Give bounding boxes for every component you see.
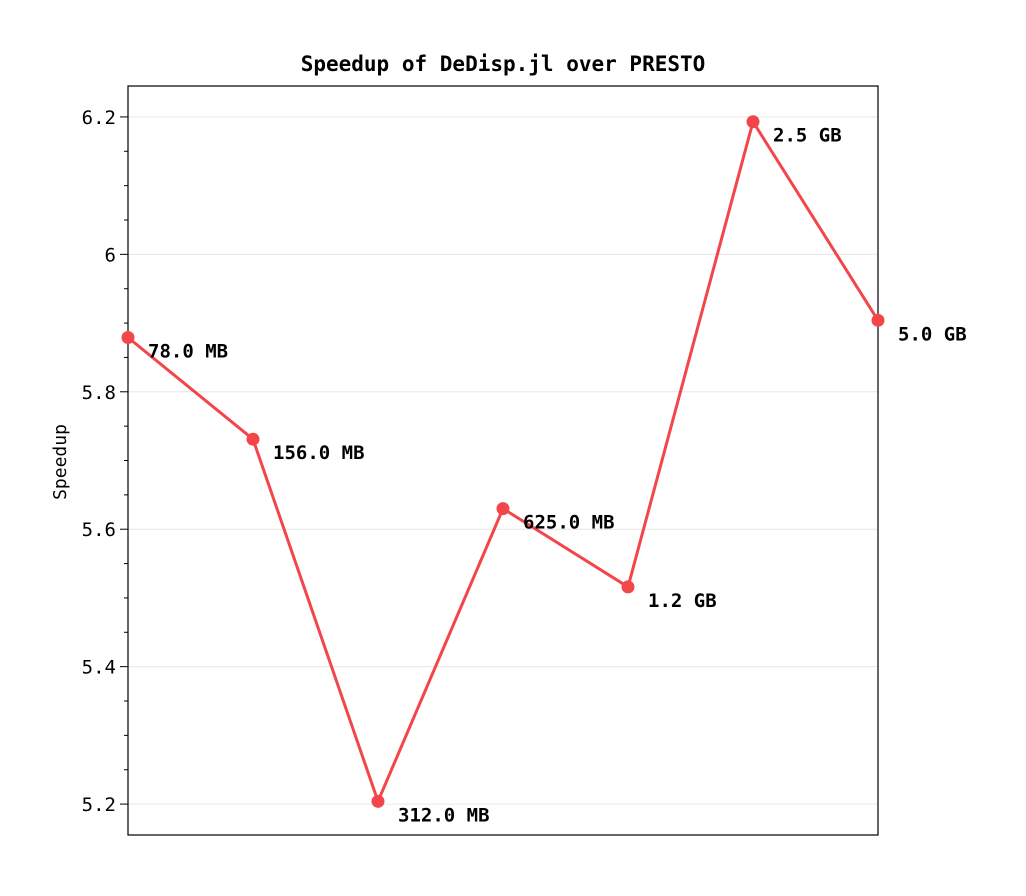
data-label: 1.2 GB: [648, 590, 717, 612]
data-label: 2.5 GB: [773, 125, 842, 147]
data-point: [621, 580, 635, 594]
data-label: 5.0 GB: [898, 323, 967, 345]
y-axis-label: Speedup: [50, 424, 71, 500]
data-point: [246, 432, 260, 446]
y-tick-label: 5.4: [82, 657, 116, 679]
y-tick-label: 5.6: [82, 519, 116, 541]
data-point: [496, 502, 510, 516]
data-label: 156.0 MB: [273, 442, 365, 464]
series: 78.0 MB 156.0 MB 312.0 MB 625.0 MB 1.2 GB 2.5…: [121, 115, 967, 826]
y-tick-label: 6.2: [82, 107, 116, 129]
y-tick-label: 5.8: [82, 382, 116, 404]
grid-lines: [128, 116, 878, 805]
data-label: 625.0 MB: [523, 512, 615, 534]
data-point: [746, 115, 760, 129]
plot-frame: [127, 85, 879, 836]
data-label: 78.0 MB: [148, 340, 228, 362]
y-axis: 5.2 5.4 5.6 5.8 6 6.2: [82, 107, 128, 816]
chart-title: Speedup of DeDisp.jl over PRESTO: [301, 52, 706, 76]
data-point: [871, 313, 885, 327]
data-point: [371, 794, 385, 808]
y-tick-label: 6: [105, 244, 116, 266]
series-line: [127, 120, 880, 803]
data-point: [121, 330, 135, 344]
data-label: 312.0 MB: [398, 804, 490, 826]
y-tick-label: 5.2: [82, 794, 116, 816]
